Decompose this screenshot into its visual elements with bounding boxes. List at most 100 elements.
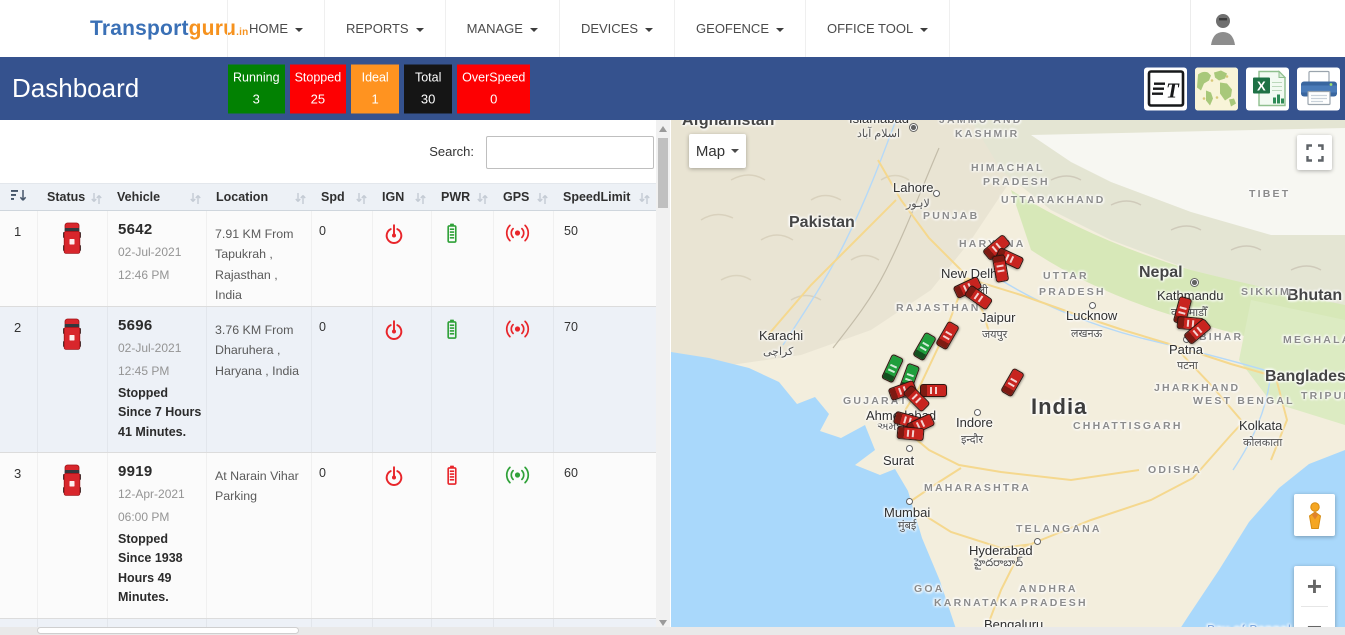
map-label-goa: GOA	[914, 583, 945, 595]
city-dot	[933, 190, 940, 197]
text-report-icon[interactable]: T	[1144, 67, 1187, 110]
badge-running[interactable]: Running 3	[228, 64, 285, 113]
map-label-tibet: TIBET	[1249, 188, 1291, 200]
map-label-tripura: TRIPURA	[1301, 390, 1345, 402]
zoom-divider	[1301, 606, 1328, 607]
scroll-down-arrow-icon[interactable]	[659, 620, 667, 626]
column-header-status[interactable]: Status	[38, 184, 108, 210]
pegman-button[interactable]	[1294, 494, 1335, 536]
status-cell	[38, 306, 108, 452]
ignition-cell	[373, 211, 432, 306]
row-index-cell: 3	[0, 453, 38, 618]
table-row[interactable]: 1 5642 02-Jul-2021 12:46 PM 7.91 KM From Tap…	[0, 211, 656, 307]
sort-arrows-icon	[91, 192, 102, 208]
map-type-button[interactable]: Map	[689, 134, 746, 168]
location-cell: 3.76 KM From Dharuhera , Haryana , India	[207, 306, 312, 452]
map-city-sublabel: जयपुर	[982, 329, 1008, 341]
map-label-jharkhand: JHARKHAND	[1154, 382, 1241, 394]
badge-value: 3	[252, 91, 260, 106]
table-row[interactable]: 2 5696 02-Jul-2021 12:45 PM Stopped Since 7 …	[0, 306, 656, 453]
map-label-surat: Surat	[883, 453, 915, 468]
horizontal-scroll-thumb[interactable]	[37, 627, 299, 634]
gps-red-icon	[504, 224, 531, 248]
ignition-red-icon	[383, 466, 405, 491]
capital-dot	[1190, 278, 1199, 287]
zoom-in-button[interactable]: +	[1306, 570, 1323, 601]
map-label-pradesh: PRADESH	[1021, 597, 1088, 609]
map-label-telangana: TELANGANA	[1016, 523, 1102, 535]
map-label-hyderabad: Hyderabad	[969, 543, 1033, 558]
column-header-index[interactable]	[0, 184, 38, 210]
scroll-up-arrow-icon[interactable]	[659, 126, 667, 132]
vertical-scrollbar[interactable]	[656, 120, 670, 635]
map-label-nepal: Nepal	[1139, 264, 1183, 281]
nav-item-geofence[interactable]: GEOFENCE	[674, 0, 805, 57]
city-dot	[974, 409, 981, 416]
nav-item-devices[interactable]: DEVICES	[558, 0, 674, 57]
fullscreen-button[interactable]	[1297, 135, 1332, 170]
column-header-vehicle[interactable]: Vehicle	[108, 184, 207, 210]
badge-overspeed[interactable]: OverSpeed 0	[457, 64, 531, 113]
excel-export-icon[interactable]: X	[1246, 67, 1289, 110]
map-city-sublabel: హైదరాబాద్	[974, 557, 1023, 569]
city-dot	[1089, 302, 1096, 309]
user-avatar[interactable]	[1208, 12, 1238, 46]
vehicle-marker-stopped[interactable]	[896, 425, 925, 442]
logo-text-suffix: .in	[236, 27, 249, 38]
map-city-sublabel: لاہور	[906, 198, 930, 210]
map-panel[interactable]: Afghanistan Pakistan Nepal Bhutan Bangladesh…	[671, 120, 1345, 635]
badge-value: 30	[420, 91, 436, 106]
column-header-label: Location	[216, 190, 269, 204]
badge-label: Running	[233, 70, 280, 84]
map-city-sublabel: कोलकाता	[1243, 437, 1283, 449]
map-label-jammu-and: JAMMU AND	[939, 120, 1023, 126]
column-header-pwr[interactable]: PWR	[432, 184, 494, 210]
map-label-afghanistan: Afghanistan	[682, 120, 775, 129]
map-city-sublabel: पटना	[1177, 360, 1198, 372]
brand-logo[interactable]: Transportguru.in	[90, 0, 248, 61]
search-input[interactable]	[486, 136, 654, 169]
main-content: Search: Status Vehicle Location Spd IGN PWR GP…	[0, 120, 1345, 635]
nav-item-home[interactable]: HOME	[227, 0, 324, 57]
badge-stopped[interactable]: Stopped 25	[289, 64, 347, 113]
table-row[interactable]: 3 9919 12-Apr-2021 06:00 PM Stopped Since 19…	[0, 453, 656, 619]
column-header-speedlimit[interactable]: SpeedLimit	[554, 184, 656, 210]
sort-arrows-icon	[477, 192, 488, 208]
map-label-pradesh: PRADESH	[1039, 286, 1106, 298]
ignition-red-icon	[383, 224, 405, 249]
column-header-gps[interactable]: GPS	[494, 184, 554, 210]
vertical-scroll-thumb[interactable]	[658, 138, 668, 208]
badge-value: 25	[310, 91, 326, 106]
vehicle-marker-body	[896, 425, 925, 442]
column-header-ign[interactable]: IGN	[373, 184, 432, 210]
nav-item-manage[interactable]: MANAGE	[444, 0, 559, 57]
header-tools: T	[1144, 67, 1340, 110]
map-label-andhra: ANDHRA	[1019, 583, 1078, 595]
nav-item-office-tool[interactable]: OFFICE TOOL	[805, 0, 951, 57]
column-header-location[interactable]: Location	[207, 184, 312, 210]
column-header-label: Spd	[321, 190, 345, 204]
nav-item-label: OFFICE TOOL	[827, 21, 914, 36]
map-label-odisha: ODISHA	[1148, 464, 1203, 476]
status-cell	[38, 211, 108, 306]
nav-item-reports[interactable]: REPORTS	[324, 0, 445, 57]
world-map-icon[interactable]	[1195, 67, 1238, 110]
map-label-punjab: PUNJAB	[923, 210, 980, 222]
map-zoom-control: + −	[1294, 566, 1335, 635]
sort-amount-icon	[11, 189, 27, 205]
map-label-uttarakhand: UTTARAKHAND	[1001, 194, 1106, 206]
badge-total[interactable]: Total 30	[404, 64, 453, 113]
horizontal-scrollbar[interactable]	[0, 627, 1345, 635]
logo-text-blue: Transport	[90, 17, 189, 40]
fullscreen-icon	[1305, 143, 1324, 162]
vehicle-marker-stopped[interactable]	[920, 384, 947, 397]
row-index-cell: 2	[0, 306, 38, 452]
pegman-icon	[1308, 501, 1321, 529]
map-label-india: India	[1031, 394, 1088, 419]
speed-limit-cell: 50	[564, 224, 578, 238]
badge-ideal[interactable]: Ideal 1	[351, 64, 400, 113]
column-header-label: GPS	[503, 190, 530, 204]
column-header-spd[interactable]: Spd	[312, 184, 373, 210]
svg-text:X: X	[1257, 79, 1266, 94]
print-icon[interactable]	[1297, 67, 1340, 110]
